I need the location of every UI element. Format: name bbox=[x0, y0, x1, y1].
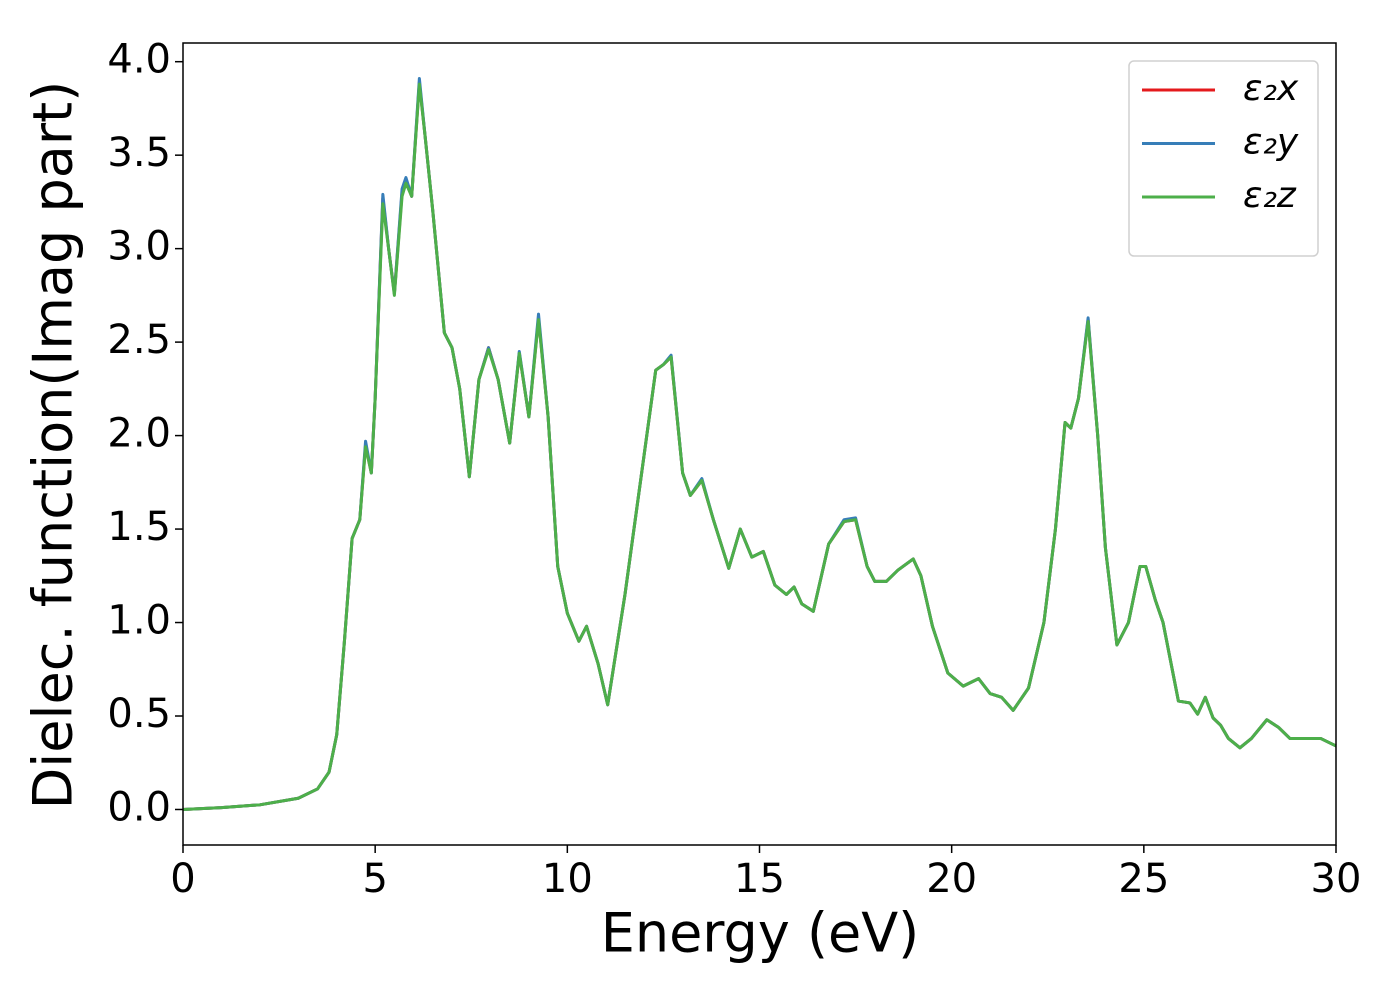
legend-label: ε₂x bbox=[1243, 68, 1299, 109]
y-tick-label: 1.5 bbox=[107, 504, 171, 550]
x-axis-label: Energy (eV) bbox=[601, 902, 920, 965]
x-tick-label: 5 bbox=[362, 856, 387, 902]
y-tick-label: 0.0 bbox=[107, 784, 171, 830]
y-tick-label: 1.0 bbox=[107, 598, 171, 644]
x-tick-label: 25 bbox=[1118, 856, 1169, 902]
x-tick-label: 10 bbox=[542, 856, 593, 902]
legend-label: ε₂z bbox=[1243, 175, 1297, 216]
legend-box bbox=[1128, 60, 1319, 257]
legend-label: ε₂y bbox=[1243, 122, 1299, 163]
plot-frame bbox=[182, 42, 1337, 846]
y-tick-label: 2.0 bbox=[107, 411, 171, 457]
y-tick-label: 3.0 bbox=[107, 224, 171, 270]
x-tick-label: 15 bbox=[734, 856, 785, 902]
y-tick-label: 2.5 bbox=[107, 317, 171, 363]
x-tick-label: 20 bbox=[926, 856, 977, 902]
y-tick-label: 3.5 bbox=[107, 130, 171, 176]
series-line bbox=[182, 82, 1337, 811]
x-tick-label: 0 bbox=[170, 856, 195, 902]
y-tick-label: 4.0 bbox=[107, 37, 171, 83]
y-axis-label: Dielec. function(Imag part) bbox=[22, 81, 85, 810]
x-tick-label: 30 bbox=[1311, 856, 1362, 902]
y-tick-label: 0.5 bbox=[107, 691, 171, 737]
